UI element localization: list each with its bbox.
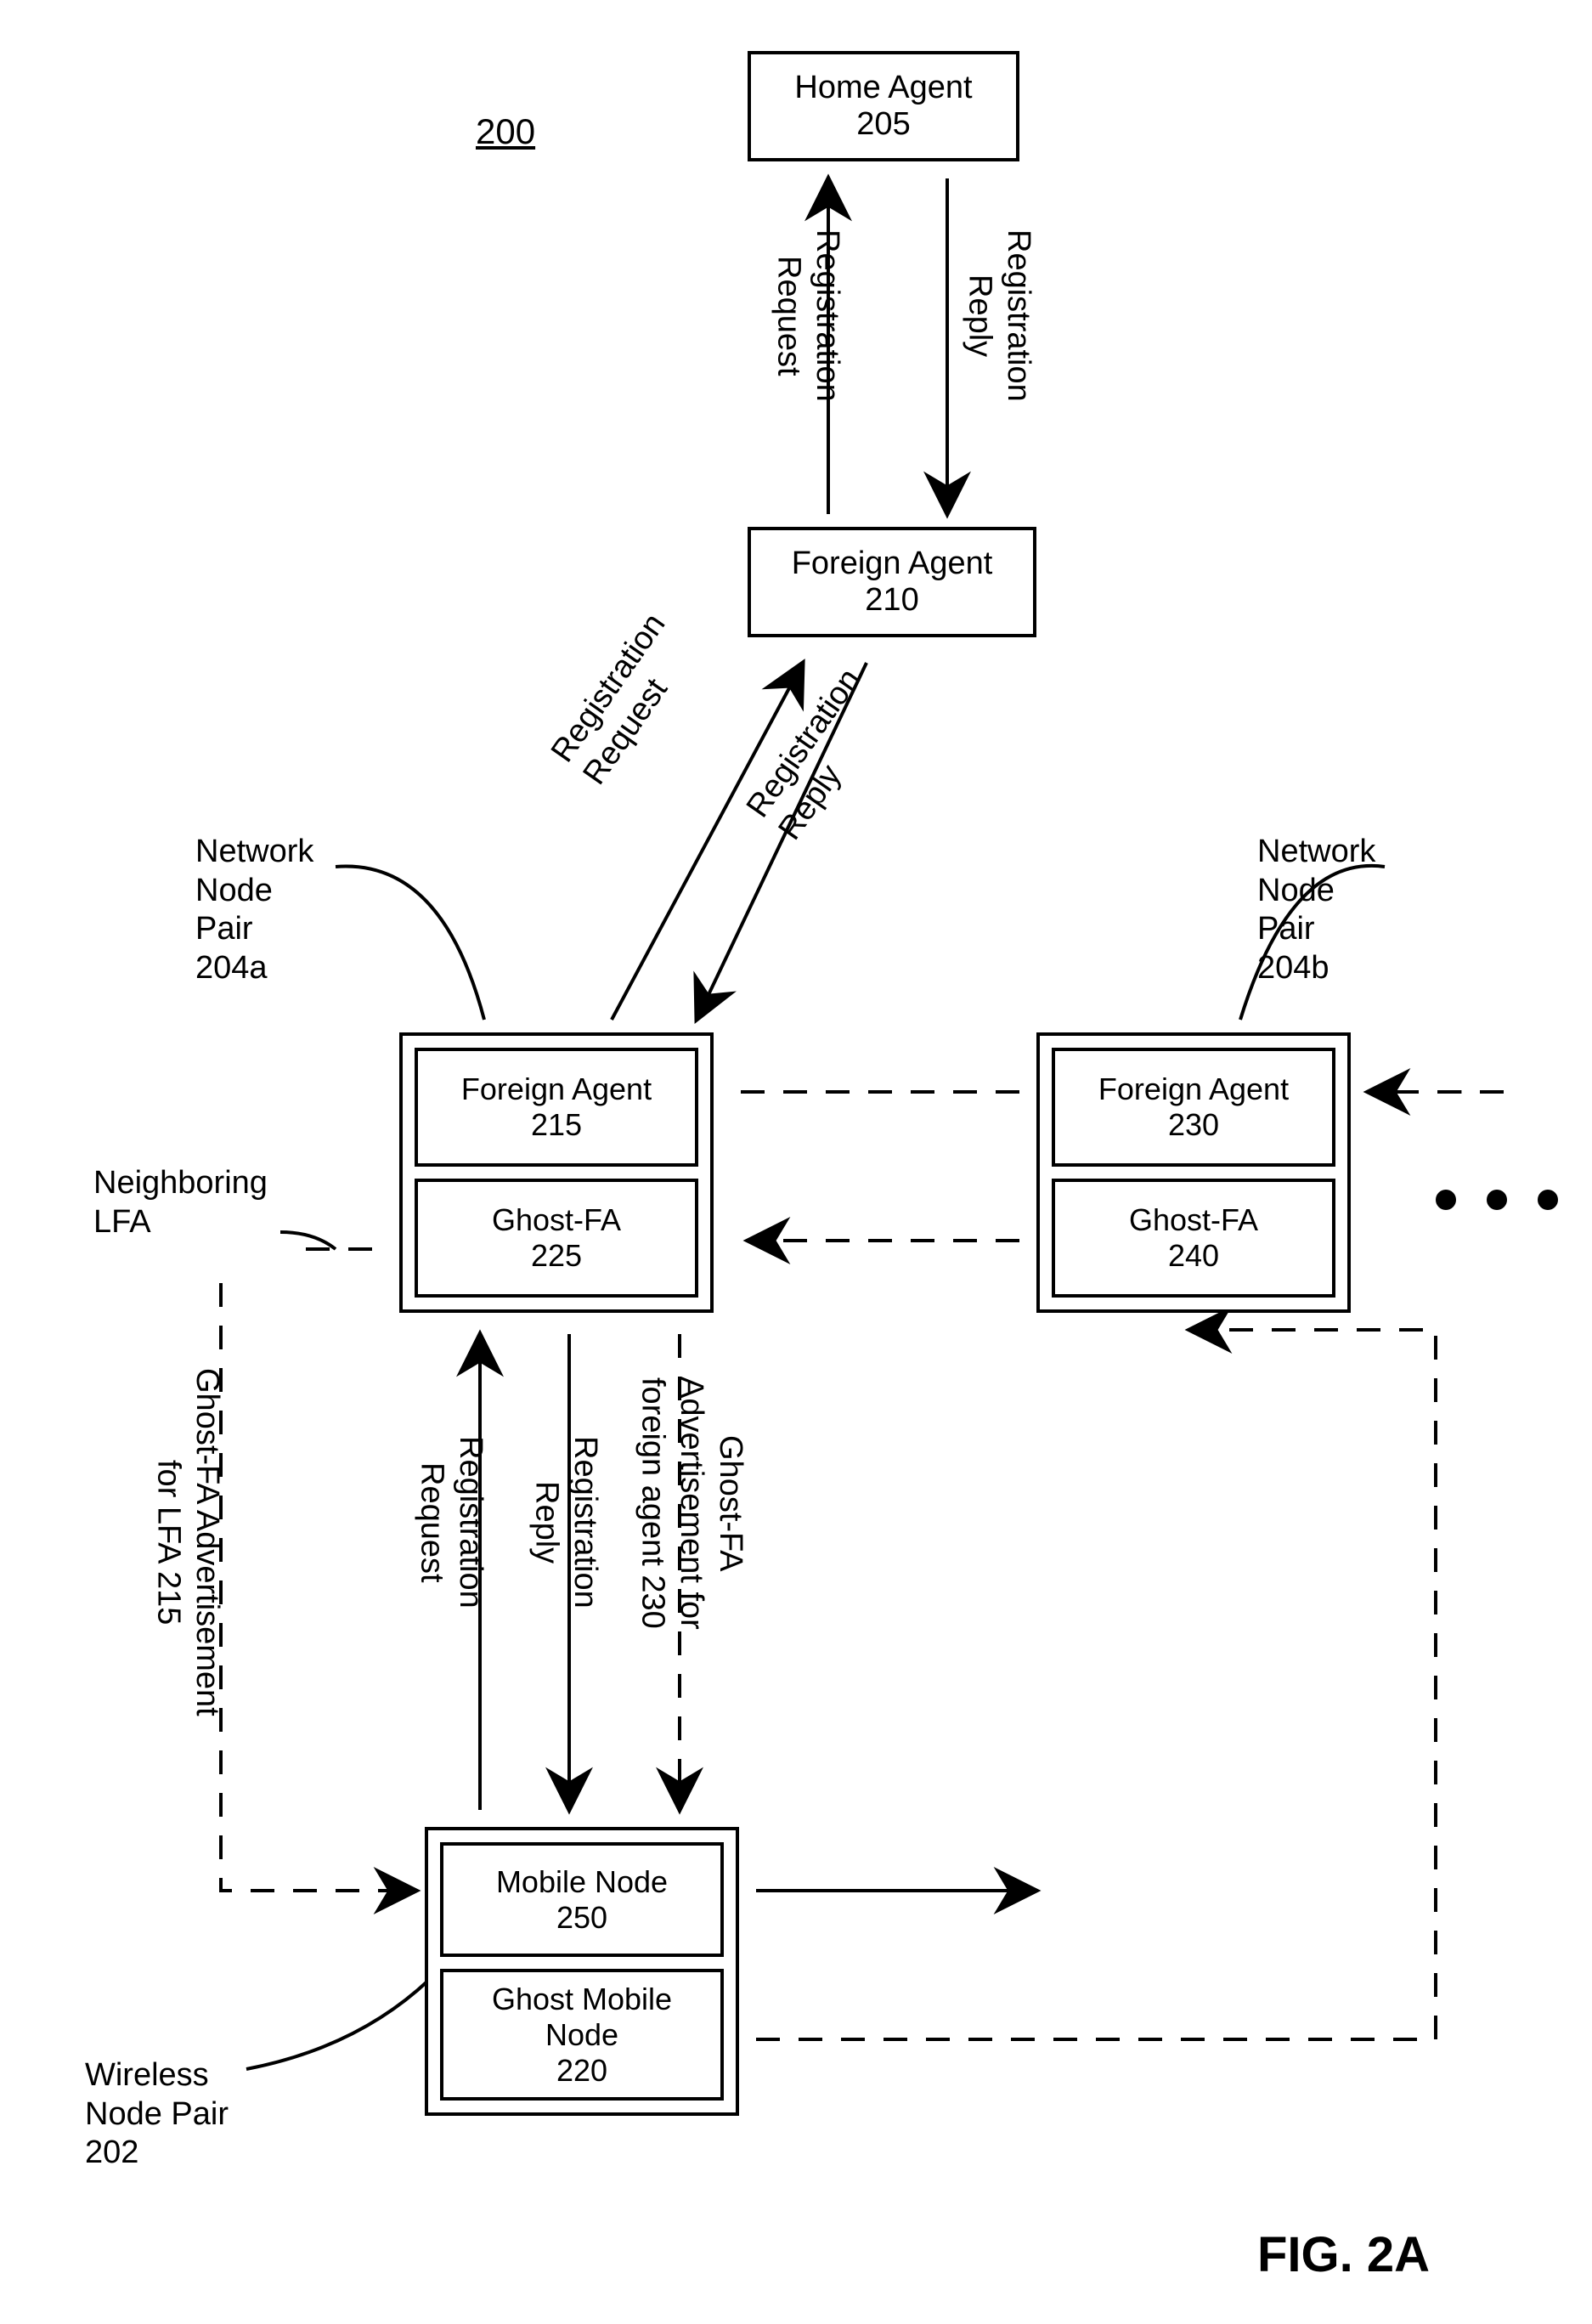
- node-label: Ghost Mobile: [492, 1982, 672, 2017]
- node-ghost-fa-240: Ghost-FA 240: [1052, 1179, 1335, 1298]
- node-id: 210: [865, 582, 918, 619]
- node-mobile-node-250: Mobile Node 250: [440, 1842, 724, 1957]
- edge-label-nnp-mn-reply: Registration Reply: [527, 1436, 604, 1609]
- label-wireless-202: Wireless Node Pair 202: [85, 2056, 229, 2173]
- node-id: 215: [531, 1107, 582, 1143]
- label-nnp-204b: Network Node Pair 204b: [1257, 833, 1375, 987]
- edge-label-fa-nnp-req: Registration Request: [544, 607, 706, 792]
- node-pair-204b: Foreign Agent 230 Ghost-FA 240: [1036, 1032, 1351, 1313]
- node-pair-204a: Foreign Agent 215 Ghost-FA 225: [399, 1032, 714, 1313]
- node-foreign-agent-210: Foreign Agent 210: [748, 527, 1036, 637]
- node-id: 250: [556, 1900, 607, 1936]
- node-ghost-fa-225: Ghost-FA 225: [415, 1179, 698, 1298]
- node-id: 240: [1168, 1238, 1219, 1274]
- edge-label-fa-nnp-reply: Registration Reply: [739, 662, 901, 847]
- node-label: Mobile Node: [496, 1864, 668, 1900]
- node-label: Foreign Agent: [792, 546, 993, 582]
- node-id: 225: [531, 1238, 582, 1274]
- node-home-agent: Home Agent 205: [748, 51, 1019, 161]
- edge-label-ha-reply: Registration Reply: [960, 229, 1037, 402]
- node-id: 230: [1168, 1107, 1219, 1143]
- node-ghost-mobile-node-220: Ghost Mobile Node 220: [440, 1969, 724, 2101]
- ellipsis-dot: [1487, 1190, 1507, 1210]
- ellipsis-dot: [1436, 1190, 1456, 1210]
- node-label: Foreign Agent: [461, 1072, 652, 1107]
- node-foreign-agent-215: Foreign Agent 215: [415, 1048, 698, 1167]
- node-label: Ghost-FA: [492, 1202, 621, 1238]
- node-label: Foreign Agent: [1098, 1072, 1289, 1107]
- figure-label: FIG. 2A: [1257, 2226, 1430, 2283]
- edge-label-ghost-ad-215: Ghost-FA Advertisement for LFA 215: [149, 1368, 226, 1716]
- diagram-canvas: 200 Home Agent 205 Foreign Agent 210 For…: [0, 0, 1592, 2324]
- node-label: Ghost-FA: [1129, 1202, 1258, 1238]
- node-pair-202: Mobile Node 250 Ghost Mobile Node 220: [425, 1827, 739, 2116]
- diagram-id: 200: [476, 110, 535, 153]
- edge-label-nnp-mn-req: Registration Request: [412, 1436, 489, 1609]
- label-nnp-204a: Network Node Pair 204a: [195, 833, 313, 987]
- label-neighboring-lfa: Neighboring LFA: [93, 1164, 268, 1241]
- edge-label-ha-req: Registration Request: [769, 229, 846, 402]
- node-id: 220: [556, 2053, 607, 2089]
- node-foreign-agent-230: Foreign Agent 230: [1052, 1048, 1335, 1167]
- edge-label-ghost-ad-230: Ghost-FA Advertisement for foreign agent…: [633, 1377, 749, 1630]
- node-label-2: Node: [545, 2017, 618, 2053]
- ellipsis-dot: [1538, 1190, 1558, 1210]
- node-id: 205: [856, 106, 910, 143]
- node-label: Home Agent: [794, 70, 972, 106]
